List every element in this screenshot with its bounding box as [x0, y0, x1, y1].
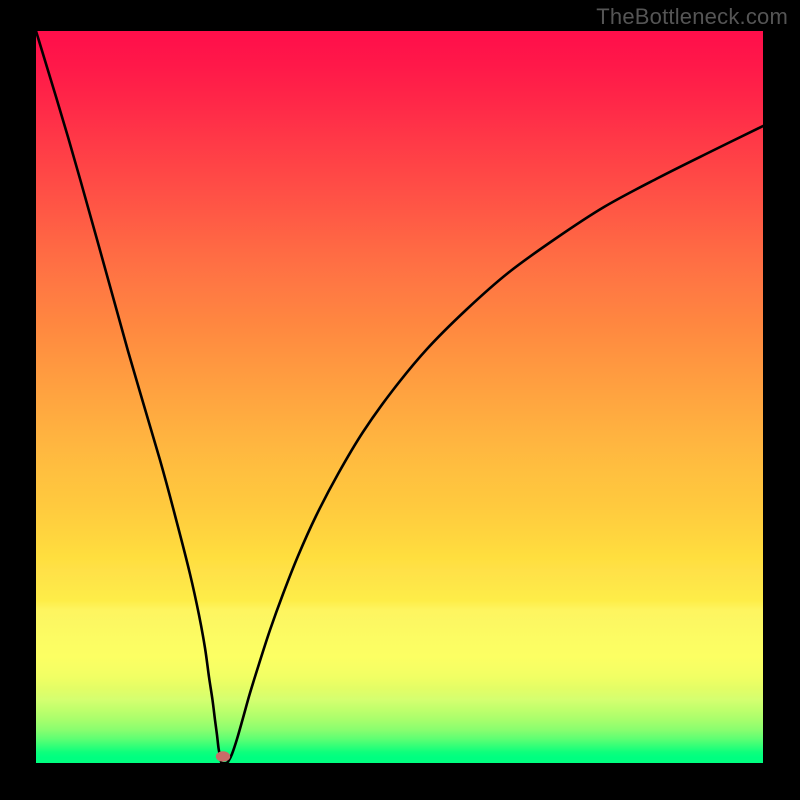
watermark-text: TheBottleneck.com [596, 4, 788, 30]
optimum-marker [216, 751, 230, 761]
chart-canvas [0, 0, 800, 800]
chart-background [36, 31, 763, 763]
